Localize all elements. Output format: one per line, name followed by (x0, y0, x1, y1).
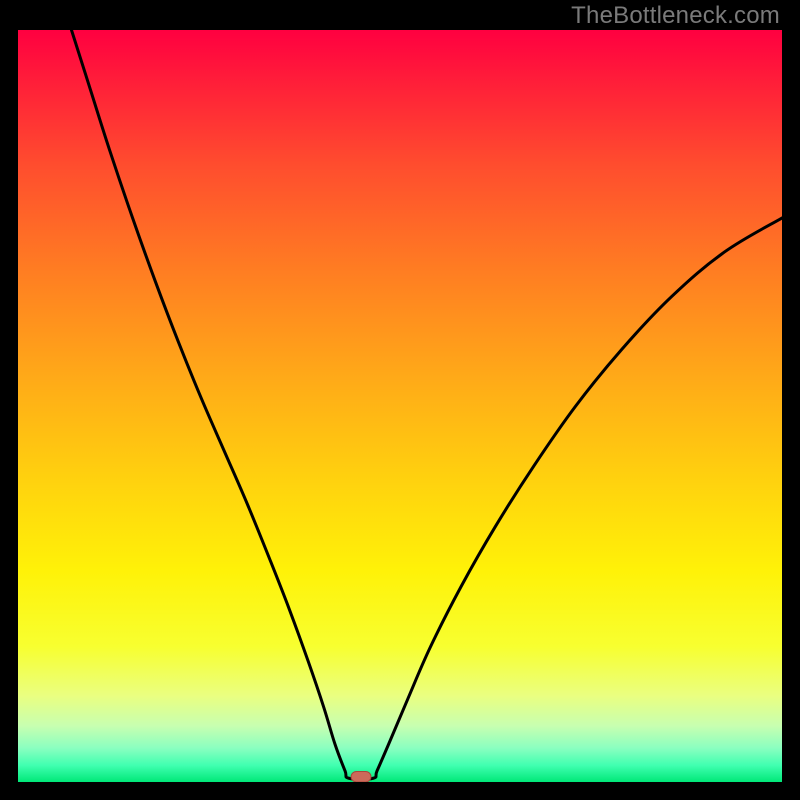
bottleneck-chart (18, 30, 782, 782)
optimal-marker (351, 771, 371, 782)
chart-background (18, 30, 782, 782)
chart-svg (18, 30, 782, 782)
watermark-text: TheBottleneck.com (571, 2, 780, 30)
